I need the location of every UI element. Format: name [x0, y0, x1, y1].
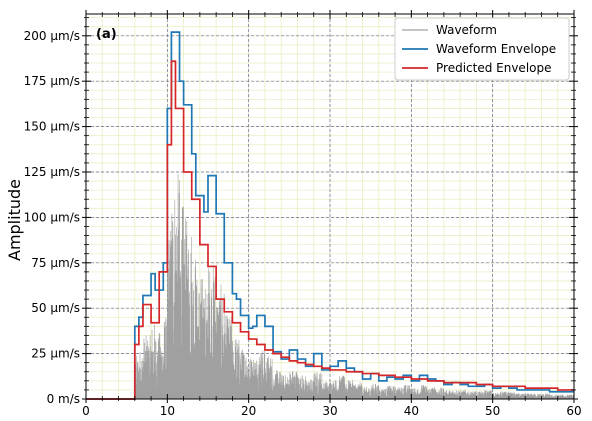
axis-ticks	[82, 10, 578, 403]
y-tick-label: 200 µm/s	[24, 29, 80, 43]
predicted-envelope-line	[86, 60, 574, 400]
x-tick-label: 60	[566, 404, 581, 418]
y-tick-label: 75 µm/s	[31, 256, 80, 270]
x-tick-label: 0	[82, 404, 90, 418]
x-tick-label: 40	[404, 404, 419, 418]
y-tick-label: 125 µm/s	[24, 165, 80, 179]
legend-label-waveform: Waveform	[436, 23, 497, 37]
legend-box	[394, 17, 570, 81]
y-tick-label: 175 µm/s	[24, 74, 80, 88]
legend-label-predicted-envelope: Predicted Envelope	[436, 61, 552, 75]
panel-label: (a)	[96, 27, 117, 42]
envelope-series	[86, 31, 574, 400]
legend: Waveform Waveform Envelope Predicted Env…	[394, 17, 570, 81]
y-tick-label: 150 µm/s	[24, 120, 80, 134]
legend-label-waveform-envelope: Waveform Envelope	[436, 42, 556, 56]
y-tick-label: 25 µm/s	[31, 347, 80, 361]
x-tick-label: 30	[322, 404, 337, 418]
y-axis-title: Amplitude	[5, 179, 24, 261]
y-tick-label: 50 µm/s	[31, 301, 80, 315]
x-tick-label: 10	[160, 404, 175, 418]
y-tick-label: 100 µm/s	[24, 210, 80, 224]
x-tick-label: 20	[241, 404, 256, 418]
x-tick-label: 50	[485, 404, 500, 418]
axis-labels: 0 10 20 30 40 50 60 0 m/s 25 µm/s 50 µm/s 75 µm/s 1…	[24, 29, 582, 418]
y-tick-label: 0 m/s	[47, 392, 80, 406]
waveform-line	[130, 174, 575, 400]
